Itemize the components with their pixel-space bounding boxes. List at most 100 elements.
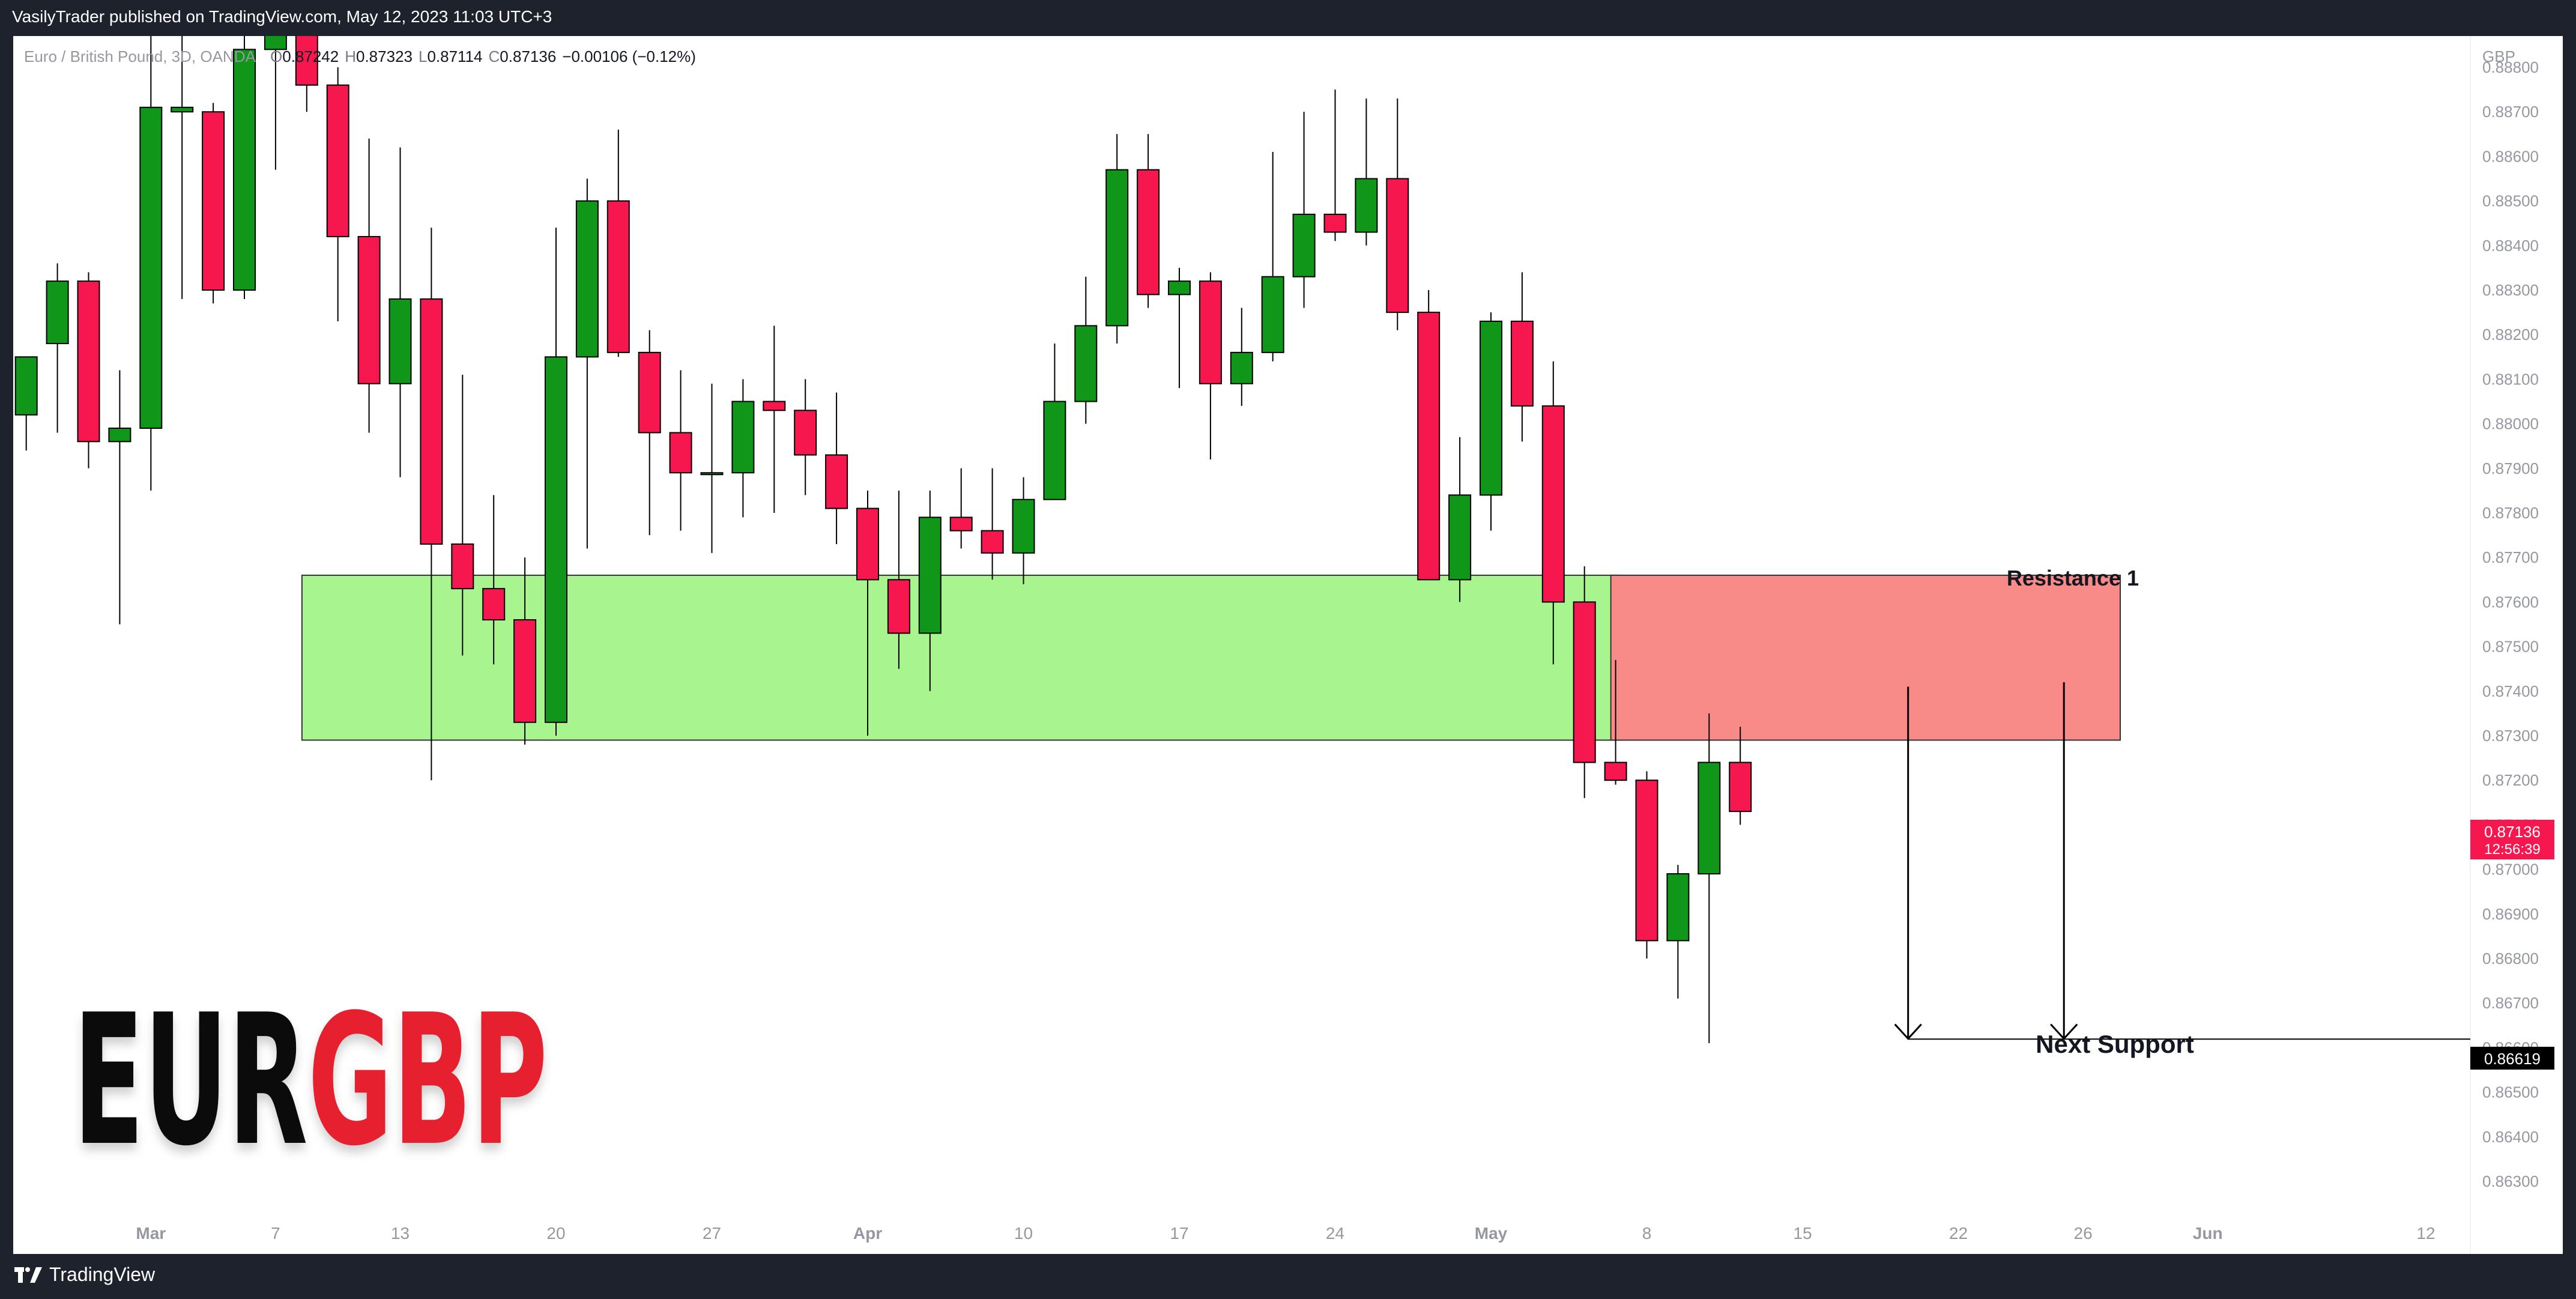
candle-body — [700, 472, 724, 476]
candle — [77, 272, 100, 468]
time-tick-label: 22 — [1949, 1224, 1968, 1243]
support-price-tag: 0.86619 — [2470, 1047, 2554, 1070]
candle-body — [1480, 320, 1502, 496]
candle-body — [731, 401, 755, 474]
candle-body — [981, 530, 1004, 554]
candle-body — [482, 588, 506, 621]
tradingview-logo[interactable]: TradingView — [14, 1264, 155, 1286]
support-price-tag-bg — [2470, 1047, 2554, 1070]
candle — [482, 495, 506, 665]
price-tick-label: 0.86500 — [2482, 1083, 2539, 1101]
candle — [887, 490, 910, 669]
change-value: −0.00106 (−0.12%) — [562, 47, 696, 65]
candle — [1230, 307, 1253, 406]
candle-body — [326, 84, 349, 237]
price-tick-label: 0.88500 — [2482, 192, 2539, 210]
big-title: EURGBP — [73, 976, 548, 1185]
candle — [1510, 272, 1534, 442]
candle — [1480, 312, 1502, 531]
candle-body — [1635, 780, 1658, 942]
price-tick-label: 0.88300 — [2482, 281, 2539, 299]
time-tick-label: May — [1475, 1224, 1508, 1243]
candle — [1261, 151, 1284, 362]
publish-header: VasilyTrader published on TradingView.co… — [0, 0, 2576, 36]
price-tick-label: 0.87800 — [2482, 504, 2539, 522]
candle — [575, 178, 599, 549]
candle-body — [887, 579, 910, 634]
candle — [1386, 98, 1409, 330]
candle — [1635, 771, 1658, 958]
candle-body — [1043, 401, 1066, 500]
price-tick-label: 0.86400 — [2482, 1128, 2539, 1146]
candle-body — [1074, 325, 1098, 402]
candle-body — [1604, 762, 1627, 781]
low-value: 0.87114 — [427, 47, 482, 65]
candle-body — [669, 432, 692, 474]
candle — [949, 468, 973, 549]
price-tick-label: 0.86800 — [2482, 949, 2539, 967]
price-tick-label: 0.87400 — [2482, 682, 2539, 700]
time-tick-label: Jun — [2193, 1224, 2223, 1243]
candle — [731, 379, 755, 518]
chart[interactable]: 0.88800 0.88700 0.88600 0.88500 0.88400 0.883… — [13, 36, 2563, 1254]
close-value: 0.87136 — [500, 47, 556, 65]
candle — [1012, 477, 1035, 584]
candle — [1604, 659, 1627, 785]
candle-body — [202, 111, 225, 291]
candle-body — [108, 428, 132, 443]
candle-body — [638, 351, 661, 434]
candle-body — [1386, 178, 1409, 313]
time-tick-label: 8 — [1642, 1224, 1652, 1243]
price-tick-label: 0.87200 — [2482, 771, 2539, 789]
price-tick-label: 0.88200 — [2482, 326, 2539, 344]
price-tick-label: 0.88700 — [2482, 103, 2539, 121]
candle-body — [1012, 498, 1035, 554]
candle-body — [918, 516, 942, 634]
time-axis[interactable]: Mar 7 13 20 27 Apr 10 17 24 May 8 15 22 26 Jun 12 — [136, 1224, 2435, 1243]
price-tick-label: 0.86300 — [2482, 1172, 2539, 1190]
candle — [451, 374, 474, 656]
candle — [1541, 361, 1565, 665]
ohlc-readout: O0.87242 H0.87323 L0.87114 C0.87136 −0.00106… — [270, 47, 696, 65]
high-label: H — [345, 47, 356, 65]
candle-body — [1292, 213, 1316, 277]
price-tick-label: 0.88000 — [2482, 415, 2539, 433]
time-tick-label: 15 — [1793, 1224, 1812, 1243]
price-tick-label: 0.88100 — [2482, 370, 2539, 388]
candle — [1729, 727, 1752, 825]
price-tick-label: 0.88800 — [2482, 58, 2539, 76]
price-tick-label: 0.87300 — [2482, 727, 2539, 745]
candle — [233, 36, 256, 299]
annotations-layer — [1894, 682, 2470, 1040]
candle — [1043, 344, 1066, 500]
candle — [763, 326, 786, 513]
candle-body — [14, 356, 38, 416]
candle — [171, 36, 194, 299]
zones-layer — [301, 574, 2121, 741]
low-label: L — [419, 47, 427, 65]
price-tick-label: 0.87700 — [2482, 548, 2539, 566]
candle — [606, 129, 630, 357]
candles-layer — [14, 36, 1752, 1043]
candle — [918, 490, 942, 691]
candle-body — [763, 401, 786, 411]
support-price-value: 0.86619 — [2484, 1050, 2541, 1068]
time-tick-label: 24 — [1326, 1224, 1344, 1243]
candle — [981, 468, 1004, 580]
candle — [545, 228, 567, 736]
price-tick-label: 0.87600 — [2482, 593, 2539, 611]
candle — [1355, 98, 1378, 246]
resistance-zone — [1610, 574, 2121, 741]
candle-body — [856, 507, 879, 581]
candle — [700, 383, 724, 553]
candle-body — [1199, 280, 1222, 384]
candle-body — [389, 298, 412, 384]
candle-body — [357, 235, 381, 384]
footer-bar — [0, 1254, 2576, 1299]
candle-body — [1666, 873, 1690, 942]
candle-body — [451, 543, 474, 590]
candle-body — [1355, 178, 1378, 233]
high-value: 0.87323 — [356, 47, 413, 65]
last-price-value: 0.87136 — [2484, 823, 2541, 841]
candle — [825, 392, 848, 544]
